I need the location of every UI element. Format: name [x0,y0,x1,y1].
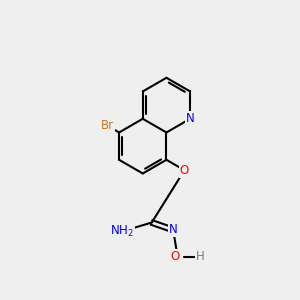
Text: O: O [170,250,179,263]
Text: O: O [180,164,189,177]
Text: H: H [196,250,204,263]
Text: NH$_2$: NH$_2$ [110,224,134,239]
Text: N: N [186,112,194,125]
Text: Br: Br [101,119,114,132]
Text: N: N [169,224,178,236]
